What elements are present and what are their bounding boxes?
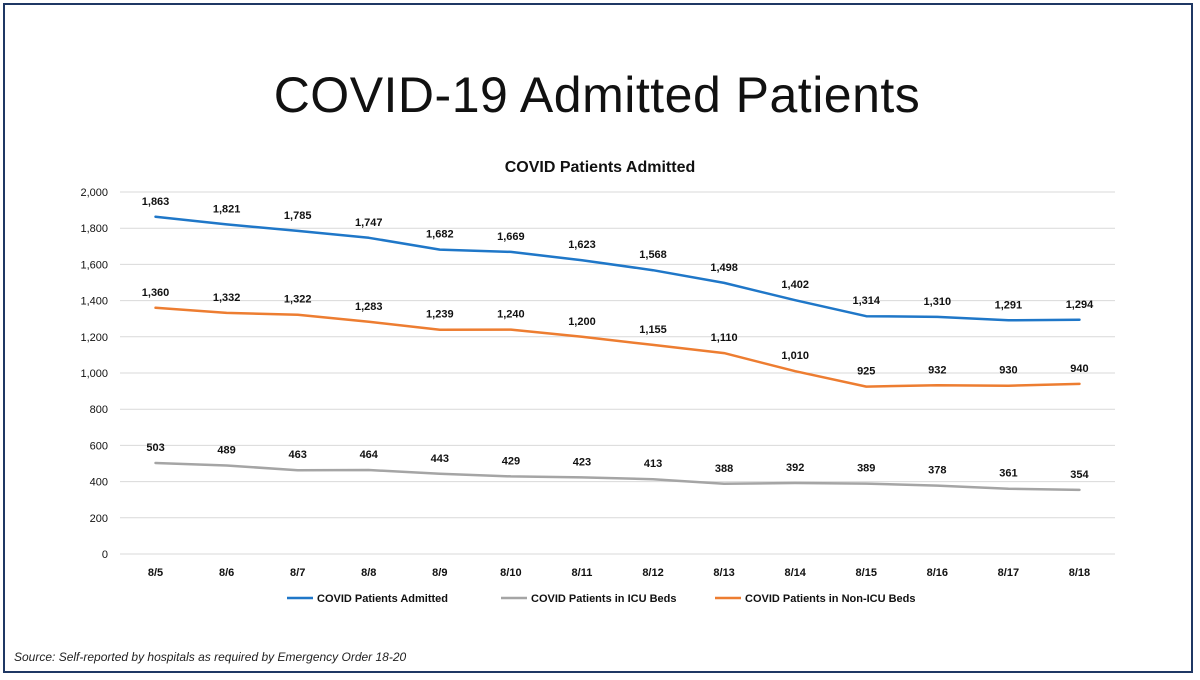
legend-label: COVID Patients Admitted: [317, 593, 448, 605]
x-tick-label: 8/7: [290, 567, 305, 579]
data-label: 1,010: [781, 350, 809, 362]
data-labels: 1,863 1,821 1,785 1,747 1,682 1,669 1,623 1,568…: [142, 196, 1094, 481]
legend: COVID Patients Admitted COVID Patients in…: [287, 593, 916, 605]
y-tick-label: 1,800: [80, 223, 108, 235]
series-line: [154, 215, 1081, 322]
y-tick-label: 600: [90, 440, 108, 452]
x-axis: 8/5 8/6 8/7 8/8 8/9 8/10 8/11 8/12 8/13 8/14 8/15 8…: [148, 567, 1090, 579]
data-label: 443: [431, 453, 449, 465]
data-label: 463: [288, 449, 306, 461]
y-tick-label: 400: [90, 477, 108, 489]
data-label: 1,402: [781, 279, 809, 291]
data-label: 1,239: [426, 309, 454, 321]
data-label: 1,332: [213, 292, 241, 304]
data-label: 1,200: [568, 316, 596, 328]
slide-title: COVID-19 Admitted Patients: [273, 67, 921, 123]
data-label: 1,863: [142, 196, 170, 208]
chart-title: COVID Patients Admitted: [505, 159, 696, 176]
data-label: 1,322: [284, 294, 312, 306]
gridlines: [120, 191, 1115, 555]
data-label: 1,669: [497, 231, 525, 243]
data-label: 1,682: [426, 229, 454, 241]
y-tick-label: 200: [90, 513, 108, 525]
data-label: 378: [928, 465, 946, 477]
y-tick-label: 0: [102, 549, 108, 561]
data-label: 389: [857, 463, 875, 475]
data-label: 489: [217, 444, 235, 456]
data-label: 1,623: [568, 239, 596, 251]
x-tick-label: 8/9: [432, 567, 447, 579]
data-label: 413: [644, 458, 662, 470]
legend-label: COVID Patients in ICU Beds: [531, 593, 676, 605]
x-tick-label: 8/14: [784, 567, 806, 579]
x-tick-label: 8/5: [148, 567, 163, 579]
y-axis: 0 200 400 600 800 1,000 1,200 1,400 1,600 1,800 2,…: [80, 187, 108, 561]
data-label: 1,291: [995, 299, 1023, 311]
data-label: 464: [360, 449, 379, 461]
data-label: 361: [999, 468, 1017, 480]
data-label: 1,314: [852, 295, 880, 307]
data-label: 1,821: [213, 203, 241, 215]
x-tick-label: 8/10: [500, 567, 521, 579]
data-label: 1,568: [639, 249, 667, 261]
data-label: 388: [715, 463, 733, 475]
x-tick-label: 8/17: [998, 567, 1019, 579]
y-tick-label: 1,200: [80, 332, 108, 344]
x-tick-label: 8/16: [927, 567, 948, 579]
data-label: 940: [1070, 363, 1088, 375]
source-note: Source: Self-reported by hospitals as re…: [14, 650, 407, 664]
data-label: 392: [786, 462, 804, 474]
data-label: 1,294: [1066, 299, 1094, 311]
y-tick-label: 2,000: [80, 187, 108, 199]
y-tick-label: 800: [90, 404, 108, 416]
data-label: 1,747: [355, 217, 383, 229]
data-label: 1,155: [639, 324, 667, 336]
x-tick-label: 8/18: [1069, 567, 1090, 579]
series-line: [154, 306, 1081, 388]
data-label: 1,310: [924, 296, 952, 308]
y-tick-label: 1,000: [80, 368, 108, 380]
data-label: 503: [146, 442, 164, 454]
x-tick-label: 8/13: [713, 567, 734, 579]
data-label: 925: [857, 366, 875, 378]
y-tick-label: 1,400: [80, 296, 108, 308]
x-tick-label: 8/11: [572, 567, 593, 579]
data-label: 354: [1070, 469, 1089, 481]
data-label: 930: [999, 365, 1017, 377]
data-label: 423: [573, 456, 591, 468]
series-line: [154, 461, 1081, 492]
data-label: 1,498: [710, 262, 738, 274]
y-tick-label: 1,600: [80, 259, 108, 271]
data-label: 1,283: [355, 301, 383, 313]
x-tick-label: 8/6: [219, 567, 234, 579]
x-tick-label: 8/15: [856, 567, 877, 579]
data-label: 1,110: [711, 332, 738, 344]
data-label: 1,785: [284, 210, 312, 222]
data-label: 1,240: [497, 309, 525, 321]
data-label: 1,360: [142, 287, 170, 299]
x-tick-label: 8/8: [361, 567, 376, 579]
legend-label: COVID Patients in Non-ICU Beds: [745, 593, 916, 605]
series-lines: [154, 215, 1081, 492]
x-tick-label: 8/12: [642, 567, 663, 579]
data-label: 932: [928, 364, 946, 376]
data-label: 429: [502, 455, 520, 467]
